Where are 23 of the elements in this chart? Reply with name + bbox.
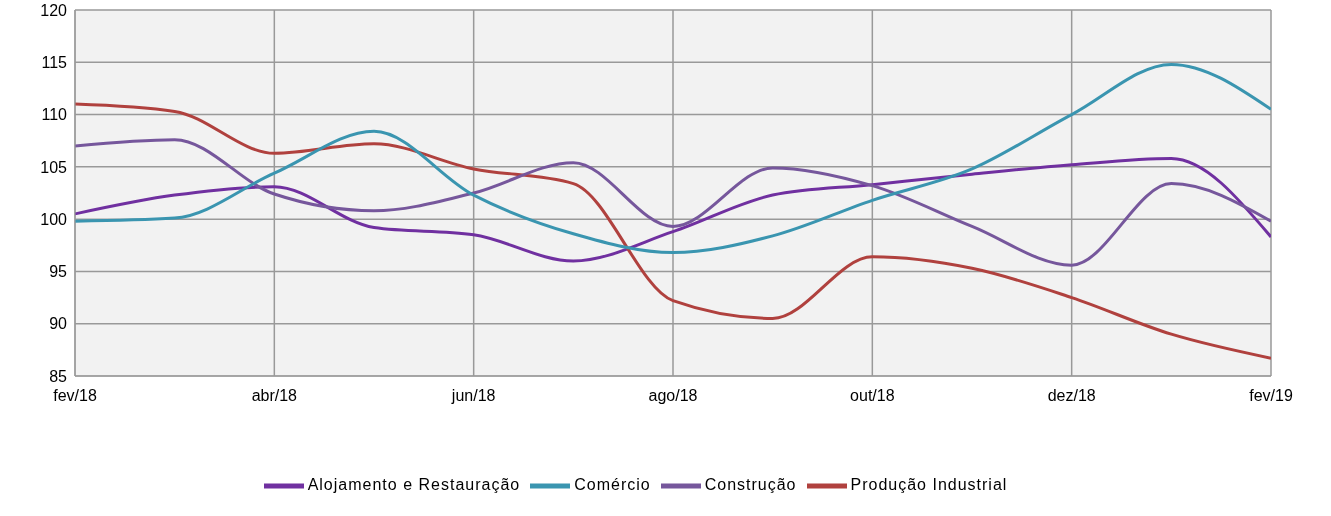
y-tick-label: 90: [49, 315, 68, 333]
line-series: [75, 156, 1271, 263]
legend-label: Alojamento e Restauração: [307, 476, 521, 494]
line-series: [75, 138, 1271, 267]
x-tick-label: jun/18: [450, 387, 496, 405]
y-tick-label: 110: [41, 106, 68, 124]
y-tick-label: 120: [40, 1, 68, 19]
x-tick-label: out/18: [850, 387, 895, 405]
y-tick-label: 100: [40, 210, 68, 228]
line-series: [75, 62, 1271, 255]
line-series: [75, 102, 1271, 360]
x-tick-label: fev/19: [1249, 387, 1293, 405]
legend-label: Produção Industrial: [850, 476, 1008, 494]
x-tick-label: ago/18: [648, 387, 698, 405]
y-tick-label: 105: [40, 158, 68, 176]
legend-label: Construção: [704, 476, 797, 494]
legend-label: Comércio: [574, 476, 651, 494]
x-tick-label: dez/18: [1047, 387, 1096, 405]
x-tick-label: abr/18: [251, 387, 298, 405]
x-tick-label: fev/18: [53, 387, 97, 405]
y-tick-label: 115: [41, 53, 68, 71]
y-tick-label: 85: [49, 367, 68, 385]
y-tick-label: 95: [49, 263, 68, 281]
